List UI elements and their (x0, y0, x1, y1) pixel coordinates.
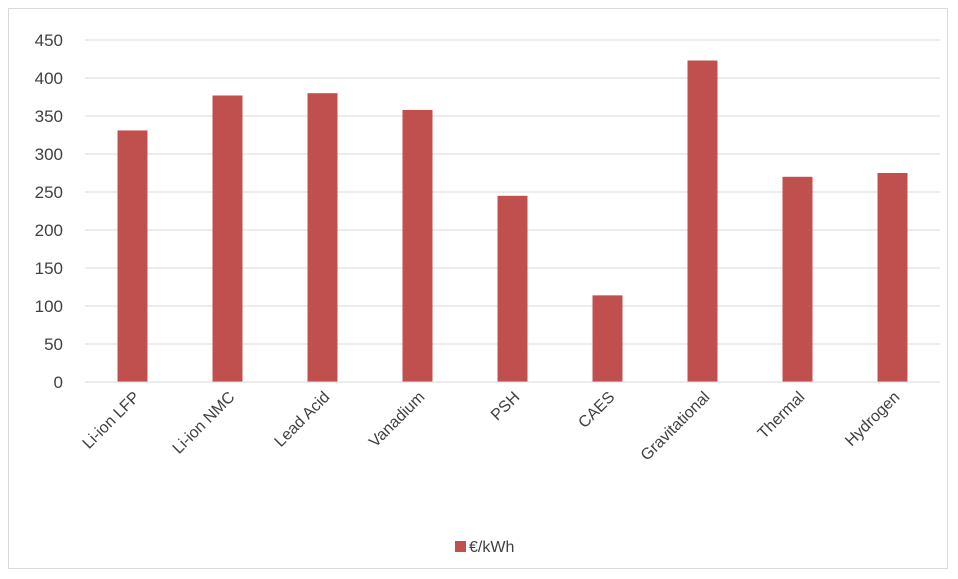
legend-label: €/kWh (469, 539, 514, 556)
x-tick-label: Hydrogen (842, 389, 903, 450)
legend: €/kWh (455, 539, 514, 556)
bar (497, 195, 528, 382)
y-tick-label: 400 (35, 69, 63, 88)
x-tick-label: Li-ion NMC (170, 389, 239, 458)
y-tick-label: 200 (35, 221, 63, 240)
y-tick-label: 50 (44, 335, 63, 354)
x-tick-label: CAES (575, 389, 618, 432)
x-tick-label: Gravitational (638, 389, 714, 465)
bar (402, 109, 433, 383)
bar (212, 95, 243, 382)
y-tick-label: 250 (35, 183, 63, 202)
chart-container: 0 50 100 150 200 250 300 350 400 450 Li-ion LFP Li… (8, 8, 948, 569)
legend-swatch (455, 541, 466, 552)
y-tick-label: 350 (35, 107, 63, 126)
y-tick-label: 450 (35, 31, 63, 50)
bars (117, 60, 908, 383)
x-tick-label: PSH (488, 389, 523, 424)
x-tick-label: Vanadium (366, 389, 428, 451)
y-axis-ticks: 0 50 100 150 200 250 300 350 400 450 (35, 31, 63, 392)
bar (782, 176, 813, 382)
y-tick-label: 150 (35, 259, 63, 278)
x-tick-label: Lead Acid (272, 389, 334, 451)
x-tick-label: Thermal (755, 389, 809, 443)
bar (307, 93, 338, 382)
y-tick-label: 0 (54, 373, 63, 392)
y-tick-label: 100 (35, 297, 63, 316)
x-tick-label: Li-ion LFP (80, 389, 144, 453)
x-axis-labels: Li-ion LFP Li-ion NMC Lead Acid Vanadium PSH… (80, 389, 904, 465)
bar (877, 173, 908, 382)
bar (592, 295, 623, 382)
y-tick-label: 300 (35, 145, 63, 164)
bar (687, 60, 718, 383)
bar (117, 130, 148, 382)
